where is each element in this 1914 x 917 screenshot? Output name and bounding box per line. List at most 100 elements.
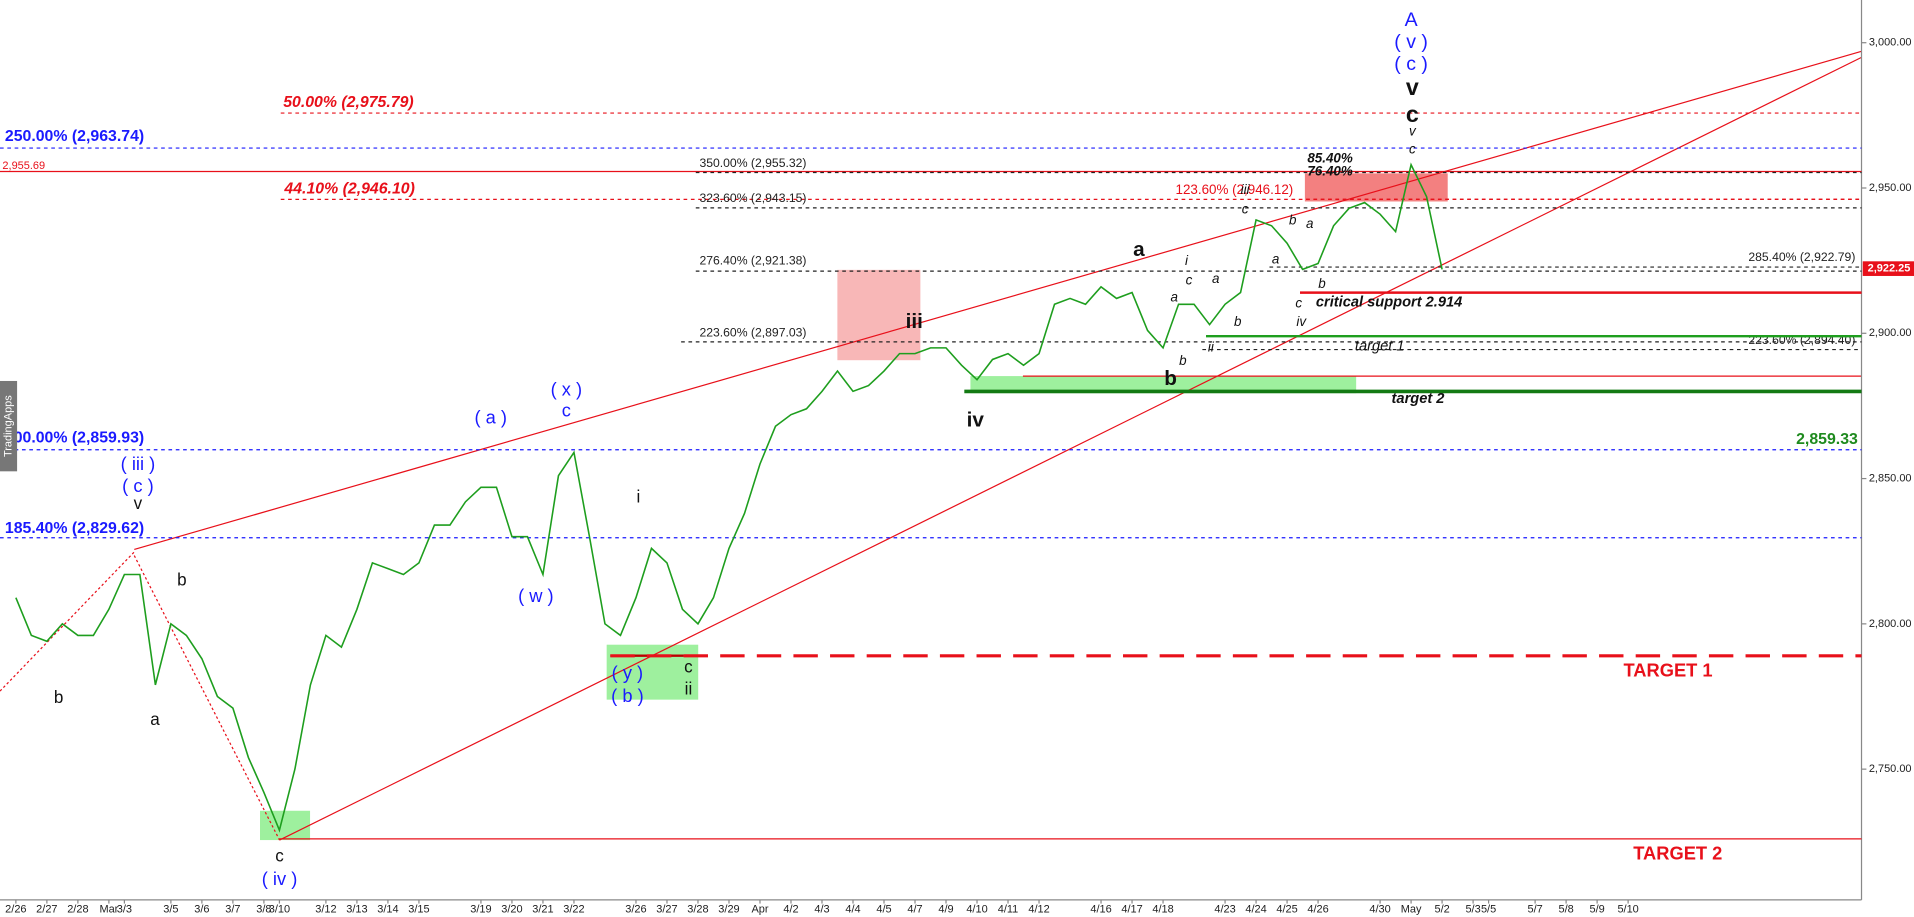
wave-label: ( v ) [1394, 31, 1428, 53]
price-badge [1862, 261, 1914, 276]
wave-label: A [1405, 9, 1418, 31]
x-tick-label: 5/3 [1465, 904, 1480, 916]
x-tick-label: 5/2 [1434, 904, 1449, 916]
wave-label: 85.40% [1307, 150, 1353, 165]
wave-label: c [1295, 296, 1302, 311]
x-tick-label: 4/5 [876, 904, 891, 916]
level-label: 123.60% (2,946.12) [1175, 182, 1293, 197]
y-tick-label: 3,000.00 [1869, 37, 1912, 49]
x-tick-label: May [1401, 904, 1422, 916]
wave-label: iii [1241, 182, 1251, 197]
x-tick-label: 4/12 [1028, 904, 1049, 916]
x-tick-label: Mar [99, 904, 118, 916]
x-tick-label: 3/26 [625, 904, 646, 916]
trend-line [279, 56, 1862, 841]
wave-label: ii [1208, 340, 1215, 355]
level-label: TARGET 1 [1623, 659, 1712, 680]
x-tick-label: 3/19 [470, 904, 491, 916]
wave-label: c [562, 399, 571, 420]
x-tick-label: 3/3 [117, 904, 132, 916]
level-label: 2,859.33 [1796, 431, 1858, 448]
level-label: 44.10% (2,946.10) [283, 180, 414, 197]
level-label: 285.40% (2,922.79) [1748, 250, 1855, 264]
wave-label: ( c ) [1394, 53, 1428, 75]
level-label: 2,955.69 [2, 160, 45, 172]
x-tick-label: 5/8 [1558, 904, 1573, 916]
wave-label: c [275, 847, 284, 866]
level-label: critical support 2.914 [1316, 295, 1462, 311]
wave-label: iii [906, 310, 923, 333]
wave-label: ( b ) [611, 685, 644, 706]
wave-label: ( c ) [122, 475, 154, 496]
watermark: TradingApps [2, 395, 14, 457]
x-tick-label: 3/10 [269, 904, 290, 916]
x-tick-label: 3/15 [408, 904, 429, 916]
x-tick-label: 4/17 [1121, 904, 1142, 916]
wave-label: b [54, 688, 63, 707]
wave-label: c [1186, 272, 1193, 287]
wave-label: 76.40% [1307, 164, 1353, 179]
x-tick-label: 3/12 [315, 904, 336, 916]
wave-label: a [1306, 216, 1313, 231]
wave-label: v [1409, 123, 1417, 138]
wave-label: b [1318, 276, 1326, 291]
level-label: target 1 [1355, 339, 1405, 355]
wave-label: ( iv ) [262, 868, 298, 889]
wave-label: c [1242, 202, 1249, 217]
x-tick-label: 5/9 [1589, 904, 1604, 916]
x-tick-label: 3/13 [346, 904, 367, 916]
wave-label: a [150, 710, 160, 729]
wave-label: c [1406, 101, 1419, 127]
x-tick-label: 3/21 [532, 904, 553, 916]
x-tick-label: 4/7 [907, 904, 922, 916]
wave-label: v [134, 494, 143, 513]
x-tick-label: 4/11 [998, 904, 1019, 916]
x-tick-label: 3/20 [501, 904, 522, 916]
level-label: target 2 [1392, 391, 1445, 407]
x-tick-label: 2/26 [5, 904, 26, 916]
level-label: 250.00% (2,963.74) [5, 128, 144, 145]
wave-label: a [1133, 238, 1145, 261]
y-tick-label: 2,750.00 [1869, 763, 1912, 775]
level-label: 323.60% (2,943.15) [699, 191, 806, 205]
x-tick-label: 3/14 [377, 904, 398, 916]
wave-label: b [1179, 353, 1187, 368]
x-tick-label: 3/28 [687, 904, 708, 916]
y-tick-label: 2,950.00 [1869, 182, 1912, 194]
wave-label: c [684, 657, 693, 676]
x-tick-label: 3/6 [194, 904, 209, 916]
watermark-box [0, 380, 18, 472]
level-label: 223.60% (2,897.03) [699, 326, 806, 340]
x-tick-label: 5/7 [1527, 904, 1542, 916]
x-tick-label: 4/9 [938, 904, 953, 916]
wave-label: b [1289, 213, 1297, 228]
x-tick-label: 4/24 [1245, 904, 1266, 916]
y-tick-label: 2,900.00 [1869, 327, 1912, 339]
wave-label: ( w ) [518, 585, 554, 606]
wave-label: i [1185, 253, 1189, 268]
wave-label: iv [1296, 314, 1307, 329]
wave-label: ( x ) [551, 379, 583, 400]
zone [837, 269, 921, 361]
x-tick-label: 4/23 [1214, 904, 1235, 916]
trend-line [0, 551, 135, 692]
wave-label: b [1234, 314, 1242, 329]
wave-label: ii [685, 679, 693, 698]
x-tick-label: 4/2 [783, 904, 798, 916]
wave-label: iv [967, 409, 985, 432]
x-tick-label: 3/8 [256, 904, 271, 916]
x-tick-label: 4/16 [1090, 904, 1111, 916]
price-badge-label: 2,922.25 [1868, 263, 1911, 275]
x-tick-label: Apr [751, 904, 768, 916]
level-label: 200.00% (2,859.93) [5, 430, 144, 447]
wave-label: ( y ) [612, 662, 644, 683]
price-line [15, 162, 1443, 833]
x-tick-label: 4/30 [1369, 904, 1390, 916]
level-label: TARGET 2 [1633, 843, 1722, 864]
x-tick-label: 4/3 [814, 904, 829, 916]
level-label: 276.40% (2,921.38) [699, 254, 806, 268]
x-tick-label: 4/25 [1276, 904, 1297, 916]
